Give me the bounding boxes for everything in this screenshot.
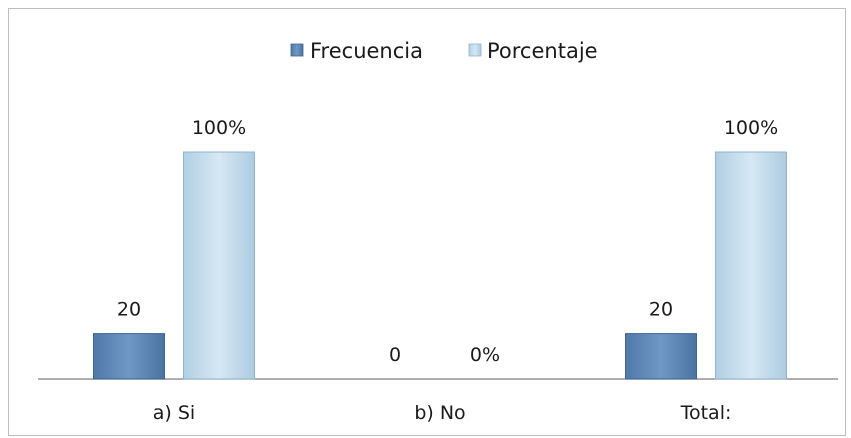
x-tick-label-2: Total: — [680, 402, 732, 424]
data-label-frecuencia-2: 20 — [649, 299, 673, 321]
data-label-porcentaje-2: 100% — [724, 117, 778, 139]
legend: Frecuencia Porcentaje — [290, 39, 598, 63]
x-tick-label-0: a) Si — [153, 402, 195, 424]
x-tick-labels: a) Si b) No Total: — [153, 402, 732, 424]
legend-swatch-porcentaje — [468, 43, 482, 57]
data-label-frecuencia-0: 20 — [117, 299, 141, 321]
bar-frecuencia-0 — [93, 333, 165, 380]
legend-swatch-frecuencia — [290, 43, 304, 57]
legend-label-frecuencia: Frecuencia — [310, 39, 423, 63]
bars-group — [93, 151, 787, 380]
data-labels-group: 20 100% 0 0% 20 100% — [117, 117, 778, 366]
bar-frecuencia-2 — [625, 333, 697, 380]
data-label-frecuencia-1: 0 — [389, 344, 401, 366]
bar-porcentaje-0 — [183, 151, 255, 380]
data-label-porcentaje-1: 0% — [470, 344, 500, 366]
bar-porcentaje-2 — [715, 151, 787, 380]
legend-label-porcentaje: Porcentaje — [487, 39, 598, 63]
x-tick-label-1: b) No — [414, 402, 465, 424]
data-label-porcentaje-0: 100% — [192, 117, 246, 139]
